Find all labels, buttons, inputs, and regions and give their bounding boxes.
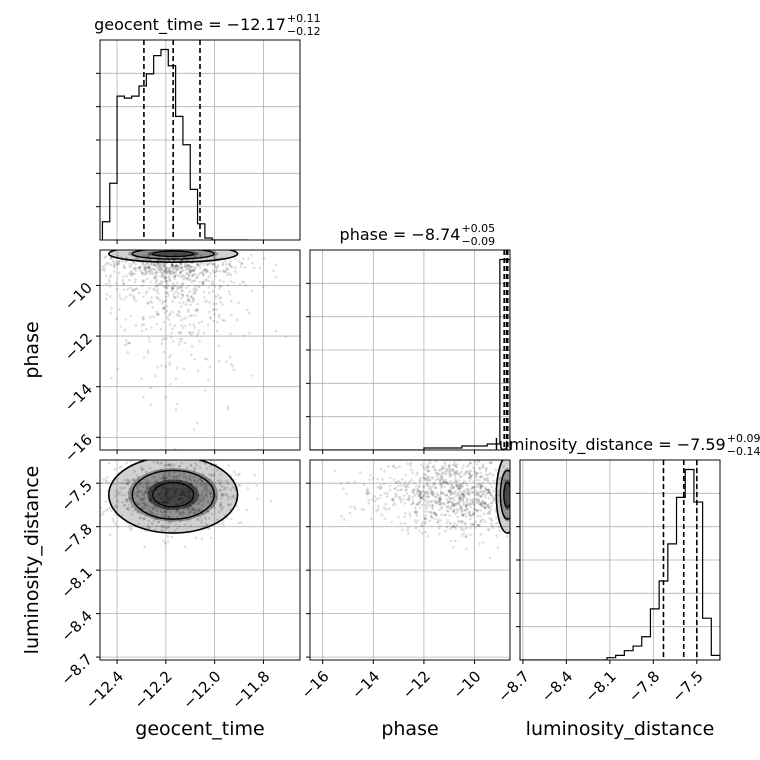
hist-phase-title-plus: +0.05 [461, 222, 495, 235]
scatter-geocent_time-vs-luminosity_distance-contour-0 [107, 460, 239, 534]
xaxis-geocent_time-tick-label-2: −12.0 [179, 667, 224, 712]
xaxis-luminosity_distance-tick-label-2: −8.1 [581, 667, 619, 705]
scatter-geocent_time-vs-phase-points [100, 250, 287, 450]
xaxis-phase-tick-label-2: −12 [399, 667, 434, 702]
hist-luminosity_distance-frame [519, 459, 721, 661]
hist-phase-title-minus: −0.09 [461, 235, 495, 248]
scatter-phase-vs-luminosity_distance-contour-1 [499, 469, 510, 520]
xaxis-luminosity_distance-tick-label-4: −7.5 [668, 667, 706, 705]
yaxis-phase-tick-label-0: −16 [61, 431, 96, 466]
hist-geocent_time-title-minus: −0.12 [287, 25, 321, 38]
xaxis-luminosity_distance-tick-label-0: −8.7 [494, 667, 532, 705]
xaxis-luminosity_distance-tick-label-1: −8.4 [538, 667, 576, 705]
hist-luminosity_distance-histogram [520, 468, 720, 660]
scatter-geocent_time-vs-luminosity_distance-contour-1 [131, 469, 215, 520]
hist-geocent_time-frame [99, 39, 301, 241]
scatter-phase-vs-luminosity_distance-frame [309, 459, 511, 661]
xaxis-phase-tick-label-3: −10 [449, 667, 484, 702]
scatter-geocent_time-vs-luminosity_distance-points [100, 460, 273, 549]
scatter-geocent_time-vs-phase-frame [99, 249, 301, 451]
scatter-phase-vs-luminosity_distance-contour-2 [503, 482, 510, 508]
scatter-geocent_time-vs-luminosity_distance-contour-2 [152, 482, 195, 508]
yaxis-luminosity_distance-tick-label-0: −8.7 [58, 650, 96, 688]
xaxis-phase-tick-label-1: −14 [348, 667, 383, 702]
scatter-phase-vs-luminosity_distance-contour-0 [495, 460, 510, 534]
scatter-geocent_time-vs-phase-panel [99, 249, 301, 451]
xaxis-luminosity_distance-label: luminosity_distance [526, 718, 715, 740]
scatter-geocent_time-vs-phase-contour-0 [107, 250, 239, 263]
xaxis-phase-label: phase [381, 718, 438, 740]
hist-geocent_time-title: geocent_time = −12.17 [94, 15, 286, 35]
yaxis-luminosity_distance-tick-label-1: −8.4 [58, 607, 96, 645]
yaxis-luminosity_distance-label: luminosity_distance [21, 466, 43, 655]
xaxis-phase-tick-label-0: −16 [298, 667, 333, 702]
scatter-phase-vs-luminosity_distance-panel [309, 459, 511, 661]
scatter-geocent_time-vs-luminosity_distance-frame [99, 459, 301, 661]
xaxis-geocent_time-tick-label-3: −11.8 [228, 667, 273, 712]
scatter-geocent_time-vs-luminosity_distance-panel [99, 459, 301, 661]
yaxis-luminosity_distance-tick-label-2: −8.1 [58, 563, 96, 601]
hist-phase-histogram [310, 258, 510, 450]
scatter-geocent_time-vs-luminosity_distance-density-2 [147, 479, 199, 511]
xaxis-geocent_time-tick-label-1: −12.2 [131, 667, 176, 712]
hist-geocent_time-histogram [101, 48, 249, 240]
scatter-phase-vs-luminosity_distance-points [333, 460, 510, 560]
scatter-geocent_time-vs-phase-contour-2 [152, 250, 195, 258]
hist-phase-frame [309, 249, 511, 451]
xaxis-luminosity_distance-tick-label-3: −7.8 [625, 667, 663, 705]
yaxis-phase-tick-label-1: −14 [61, 380, 96, 415]
yaxis-phase-tick-label-2: −12 [61, 329, 96, 364]
hist-phase-title: phase = −8.74 [340, 225, 461, 244]
xaxis-geocent_time-label: geocent_time [135, 718, 264, 740]
xaxis-geocent_time-tick-label-0: −12.4 [82, 667, 127, 712]
hist-luminosity_distance-title: luminosity_distance = −7.59 [494, 435, 725, 455]
yaxis-luminosity_distance-tick-label-4: −7.5 [58, 476, 96, 514]
hist-luminosity_distance-title-minus: −0.14 [727, 445, 760, 458]
yaxis-phase-label: phase [21, 321, 43, 378]
scatter-geocent_time-vs-phase-contour-1 [131, 250, 215, 260]
yaxis-luminosity_distance-tick-label-3: −7.8 [58, 520, 96, 558]
yaxis-phase-tick-label-3: −10 [61, 279, 96, 314]
hist-luminosity_distance-title-plus: +0.09 [727, 432, 760, 445]
hist-geocent_time-title-plus: +0.11 [287, 12, 321, 25]
